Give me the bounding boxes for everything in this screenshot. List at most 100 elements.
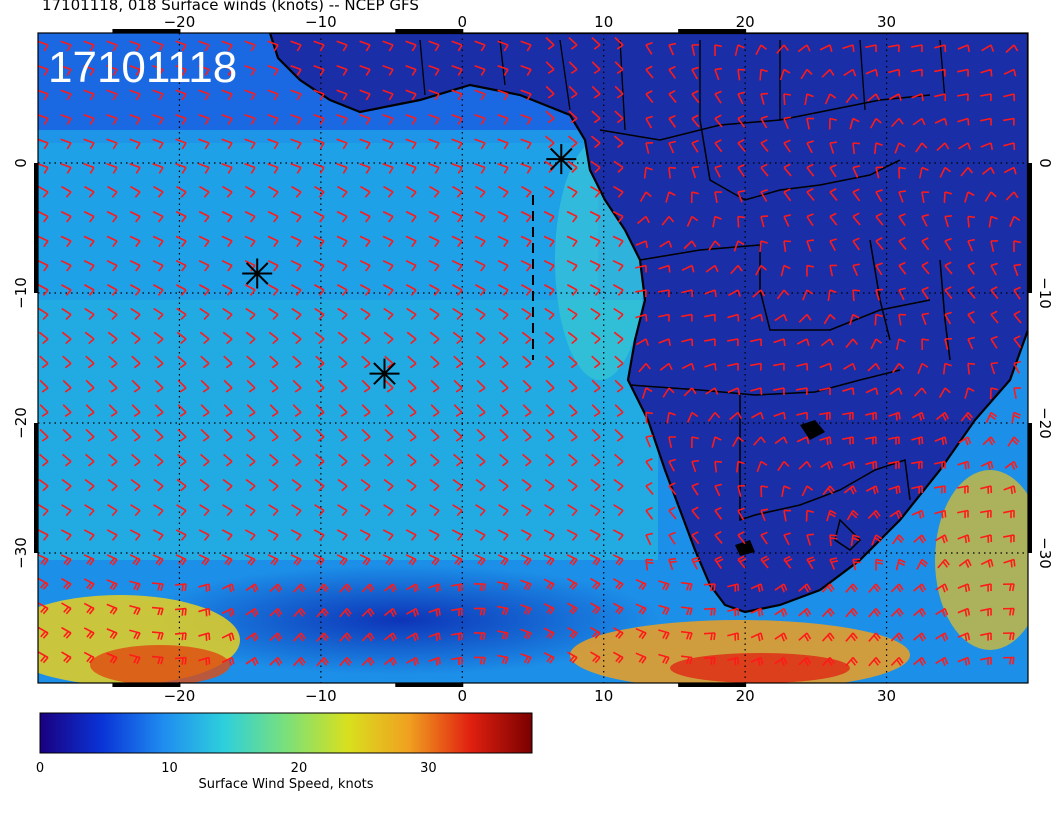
wind-barb	[359, 113, 371, 125]
storm-marker-3	[546, 144, 577, 175]
wind-barb	[337, 504, 348, 517]
wind-barb	[497, 529, 509, 541]
wind-barb	[714, 114, 723, 128]
wind-barb	[543, 529, 555, 541]
wind-barb	[967, 238, 976, 252]
wind-barb	[476, 404, 486, 418]
wind-barb	[382, 64, 394, 76]
wind-barb	[174, 607, 187, 616]
wind-barb	[645, 532, 653, 546]
wind-barb	[175, 162, 187, 174]
wind-barb	[829, 557, 839, 570]
wind-barb	[361, 428, 371, 442]
wind-barb	[960, 411, 974, 422]
wind-barb	[703, 607, 716, 616]
wind-barb	[497, 605, 509, 616]
wind-barb	[658, 604, 670, 616]
wind-barb	[406, 307, 417, 321]
wind-barb	[221, 64, 233, 76]
wind-barb	[944, 286, 953, 300]
wind-barb	[107, 504, 118, 517]
wind-barb	[451, 554, 463, 566]
wind-barb	[612, 651, 624, 664]
wind-barb	[129, 604, 141, 616]
wind-barb	[898, 166, 907, 179]
wind-barb	[405, 235, 417, 248]
wind-barb	[683, 240, 697, 250]
wind-barb	[691, 459, 700, 473]
wind-barb	[428, 40, 440, 52]
wind-barb	[175, 235, 187, 248]
wind-barb	[359, 138, 371, 150]
wind-barb	[497, 64, 509, 76]
wind-barb	[776, 289, 790, 300]
wind-barb	[591, 355, 601, 369]
wind-barb	[382, 235, 394, 248]
wind-barb	[315, 453, 325, 467]
wind-barb	[737, 531, 746, 545]
storm-markers	[242, 144, 577, 389]
wind-barb	[106, 89, 118, 101]
wind-barb	[61, 504, 72, 517]
wind-barb	[957, 44, 971, 53]
lat-label-left: −10	[12, 277, 30, 309]
wind-barb	[290, 89, 302, 101]
wind-barb	[430, 428, 440, 442]
wind-barb	[85, 355, 95, 369]
wind-barb	[61, 478, 72, 492]
wind-barb	[867, 509, 881, 520]
wind-barb	[662, 387, 675, 398]
wind-barb	[430, 453, 440, 467]
wind-barb	[591, 85, 601, 99]
wind-barb	[291, 478, 302, 492]
wind-barb	[38, 138, 49, 150]
wind-barb	[918, 166, 929, 179]
wind-barb	[1003, 509, 1015, 519]
wind-barb	[108, 404, 118, 418]
wind-barb	[476, 379, 486, 393]
wind-barb	[106, 113, 118, 125]
wind-barb	[497, 259, 509, 272]
latitude-labels: 0 0 −10 −10 −20 −20 −30 −30	[12, 158, 1054, 569]
wind-barb	[473, 656, 486, 665]
wind-barb	[38, 185, 49, 198]
wind-barb	[591, 110, 601, 124]
wind-barb	[338, 355, 348, 369]
wind-barb	[796, 436, 810, 444]
wind-barb	[911, 93, 924, 102]
wind-barb	[868, 583, 881, 593]
wind-barb	[935, 583, 949, 593]
wind-barb	[806, 239, 815, 252]
lat-label-right: 0	[1036, 158, 1054, 168]
wind-barb	[1007, 436, 1020, 447]
wind-barb	[174, 632, 187, 641]
wind-barb	[703, 656, 716, 665]
wind-barb	[873, 142, 883, 155]
wind-barb	[801, 485, 814, 497]
wind-barb	[852, 558, 861, 571]
wind-barb	[223, 379, 233, 393]
wind-barb	[520, 113, 532, 125]
wind-barb	[843, 68, 857, 77]
wind-barb	[153, 331, 164, 345]
wind-barb	[154, 428, 164, 442]
wind-barb	[129, 162, 141, 174]
wind-barb	[107, 307, 118, 321]
wind-barb	[875, 237, 884, 251]
wind-barb	[428, 64, 440, 76]
wind-barb	[614, 379, 624, 393]
wind-barb	[796, 387, 808, 396]
wind-barb	[543, 554, 555, 566]
wind-barb	[406, 632, 420, 642]
wind-barb	[852, 188, 861, 202]
wind-barb	[361, 355, 371, 369]
wind-barb	[106, 138, 118, 150]
wind-barb	[313, 162, 325, 174]
wind-barb	[520, 529, 532, 541]
wind-barb	[405, 529, 417, 541]
wind-barb	[1003, 485, 1016, 495]
wind-barb	[980, 509, 992, 519]
wind-barb	[383, 478, 394, 492]
wind-barb	[944, 337, 953, 350]
wind-barb	[727, 656, 740, 666]
